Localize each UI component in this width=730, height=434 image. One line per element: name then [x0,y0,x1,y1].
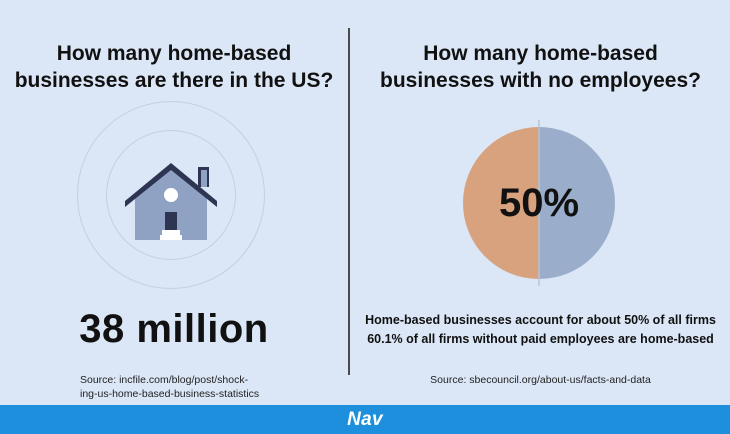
right-panel: How many home-based businesses with no e… [351,0,730,405]
right-heading-line1: How many home-based [423,42,658,65]
outer-ring [77,101,265,289]
pie-slice-2 [539,127,615,279]
left-heading-line1: How many home-based [56,42,292,65]
inner-ring [106,130,236,260]
right-source: Source: sbecouncil.org/about-us/facts-an… [430,374,651,386]
center-divider [348,28,350,375]
house-graphic [77,101,265,289]
fact-line-2: 60.1% of all firms without paid employee… [367,332,714,346]
right-heading: How many home-based businesses with no e… [351,40,730,94]
left-source: Source: incfile.com/blog/post/shock- ing… [80,373,270,401]
nav-logo: Nav [347,408,383,430]
left-source-line1: Source: incfile.com/blog/post/shock- [80,374,249,386]
footer-bar: Nav [0,405,730,434]
home-business-count: 38 million [79,307,269,351]
left-heading: How many home-based businesses are there… [0,40,348,94]
right-heading-line2: businesses with no employees? [380,69,701,92]
pie-chart [463,120,615,286]
facts-block: Home-based businesses account for about … [351,311,730,349]
left-source-line2: ing-us-home-based-business-statistics [80,388,260,400]
left-heading-line2: businesses are there in the US? [14,69,334,92]
house-icon [125,163,217,240]
fact-line-1: Home-based businesses account for about … [365,313,716,327]
left-panel: How many home-based businesses are there… [0,0,348,405]
pie-slice-1 [463,127,539,279]
